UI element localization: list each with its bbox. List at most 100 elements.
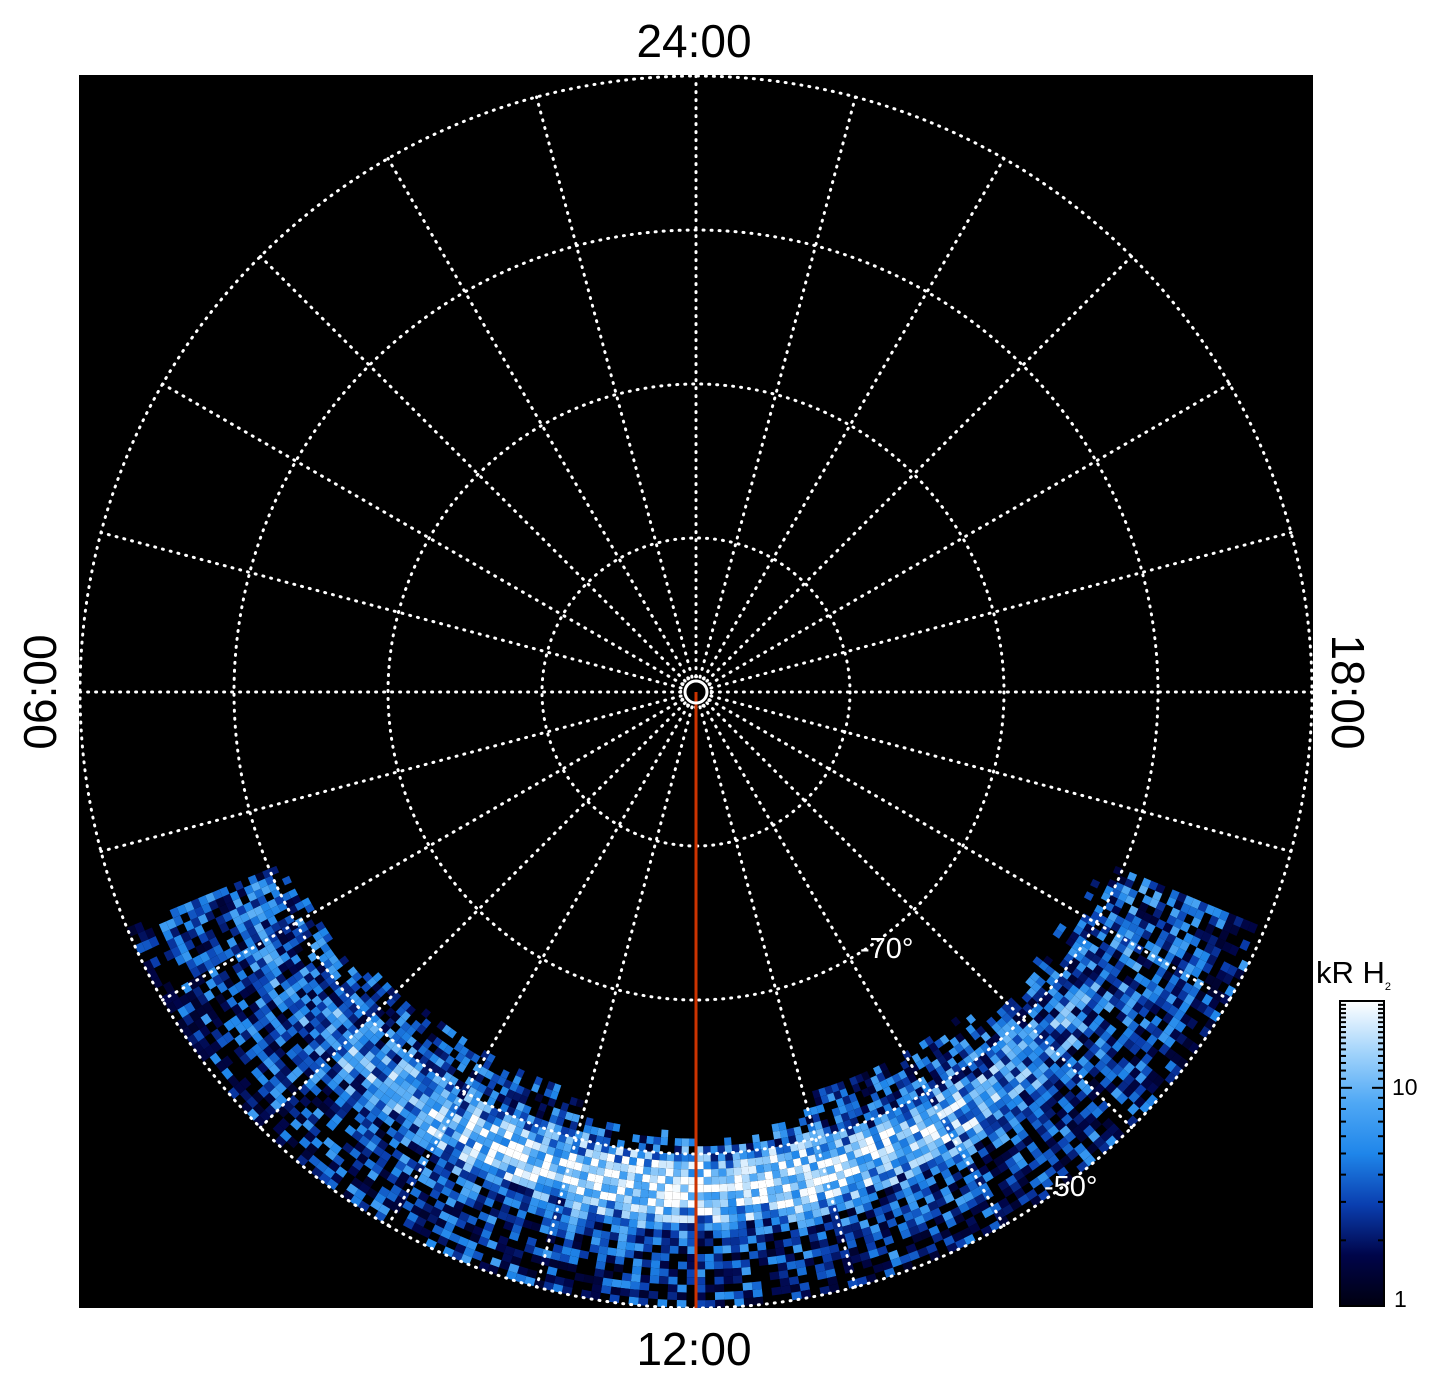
- emission-cell: [282, 1100, 295, 1113]
- emission-cell: [674, 1138, 682, 1147]
- emission-cell: [1001, 1033, 1013, 1045]
- emission-cell: [670, 1230, 680, 1239]
- emission-cell: [946, 1242, 959, 1254]
- emission-cell: [558, 1157, 568, 1168]
- emission-cell: [391, 1053, 403, 1065]
- emission-cell: [878, 1196, 890, 1207]
- emission-cell: [226, 996, 238, 1008]
- emission-cell: [256, 957, 267, 969]
- emission-cell: [199, 951, 211, 963]
- emission-cell: [622, 1202, 632, 1212]
- emission-cell: [953, 1213, 966, 1225]
- emission-cell: [964, 1082, 975, 1094]
- emission-cell: [518, 1094, 528, 1105]
- emission-cell: [183, 901, 195, 913]
- emission-cell: [275, 1093, 288, 1106]
- emission-cell: [254, 871, 265, 882]
- emission-cell: [931, 1058, 942, 1070]
- emission-cell: [256, 1062, 269, 1074]
- emission-cell: [322, 959, 333, 970]
- emission-cell: [371, 1163, 384, 1175]
- emission-cell: [1069, 995, 1081, 1007]
- emission-cell: [870, 1150, 881, 1161]
- emission-cell: [479, 1110, 490, 1121]
- emission-cell: [720, 1214, 730, 1223]
- colorbar: [1339, 1000, 1385, 1307]
- emission-cell: [1008, 1077, 1020, 1089]
- emission-cell: [969, 1134, 981, 1145]
- emission-cell: [1012, 1123, 1025, 1135]
- emission-cell: [1188, 1041, 1200, 1055]
- emission-cell: [1180, 921, 1191, 933]
- latitude-label-50: -50°: [1044, 1171, 1098, 1203]
- emission-cell: [359, 1067, 371, 1079]
- emission-cell: [1056, 975, 1068, 986]
- emission-cell: [494, 1151, 505, 1162]
- emission-cell: [786, 1260, 797, 1270]
- emission-cell: [1110, 888, 1121, 899]
- emission-cell: [891, 1141, 902, 1152]
- emission-cell: [426, 1213, 439, 1225]
- emission-cell: [835, 1097, 845, 1108]
- emission-cell: [1044, 965, 1055, 976]
- emission-cell: [840, 1112, 850, 1122]
- emission-cell: [779, 1168, 789, 1178]
- emission-cell: [578, 1210, 589, 1220]
- emission-cell: [1032, 1067, 1044, 1079]
- emission-cell: [455, 1176, 467, 1187]
- emission-cell: [721, 1229, 731, 1239]
- colorbar-title: kR H2: [1316, 955, 1391, 993]
- emission-cell: [939, 1034, 950, 1045]
- emission-cell: [646, 1205, 656, 1214]
- emission-cell: [1006, 1050, 1017, 1061]
- emission-cell: [996, 1038, 1007, 1050]
- emission-cell: [951, 1063, 962, 1075]
- emission-cell: [321, 1007, 333, 1018]
- emission-cell: [1074, 989, 1086, 1001]
- emission-cell: [400, 1136, 412, 1148]
- emission-cell: [1218, 929, 1230, 942]
- emission-cell: [845, 1175, 856, 1186]
- emission-cell: [1158, 1043, 1171, 1056]
- emission-cell: [659, 1152, 667, 1161]
- emission-cell: [1122, 975, 1134, 987]
- emission-cell: [957, 1059, 968, 1070]
- emission-cell: [381, 1055, 392, 1066]
- emission-cell: [1179, 970, 1191, 983]
- emission-cell: [486, 1130, 497, 1142]
- emission-cell: [257, 1073, 269, 1086]
- emission-cell: [600, 1144, 610, 1154]
- emission-cell: [855, 1180, 866, 1190]
- emission-cell: [687, 1207, 696, 1216]
- emission-cell: [234, 980, 246, 993]
- emission-cell: [982, 1171, 994, 1183]
- emission-cell: [1064, 1131, 1077, 1143]
- emission-cell: [1012, 1013, 1023, 1024]
- emission-cell: [1000, 1055, 1011, 1066]
- emission-cell: [737, 1213, 746, 1222]
- emission-cell: [1229, 924, 1241, 936]
- emission-cell: [338, 1079, 350, 1091]
- emission-cell: [401, 1090, 413, 1102]
- emission-cell: [626, 1234, 636, 1244]
- emission-cell: [827, 1140, 837, 1151]
- emission-cell: [422, 1131, 434, 1143]
- emission-cell: [298, 1015, 310, 1028]
- emission-cell: [863, 1177, 874, 1188]
- emission-cell: [653, 1136, 661, 1145]
- emission-cell: [968, 1116, 980, 1128]
- emission-cell: [1222, 973, 1234, 986]
- emission-cell: [734, 1174, 743, 1184]
- emission-cell: [917, 1246, 929, 1258]
- emission-cell: [238, 958, 250, 970]
- emission-cell: [1076, 919, 1087, 930]
- emission-cell: [370, 1199, 383, 1211]
- emission-cell: [362, 1176, 375, 1188]
- emission-cell: [190, 917, 202, 929]
- emission-cell: [943, 1192, 955, 1204]
- emission-cell: [260, 964, 272, 976]
- emission-cell: [1005, 1099, 1017, 1111]
- emission-cell: [359, 1106, 371, 1118]
- emission-cell: [607, 1192, 617, 1202]
- emission-cell: [968, 1088, 980, 1100]
